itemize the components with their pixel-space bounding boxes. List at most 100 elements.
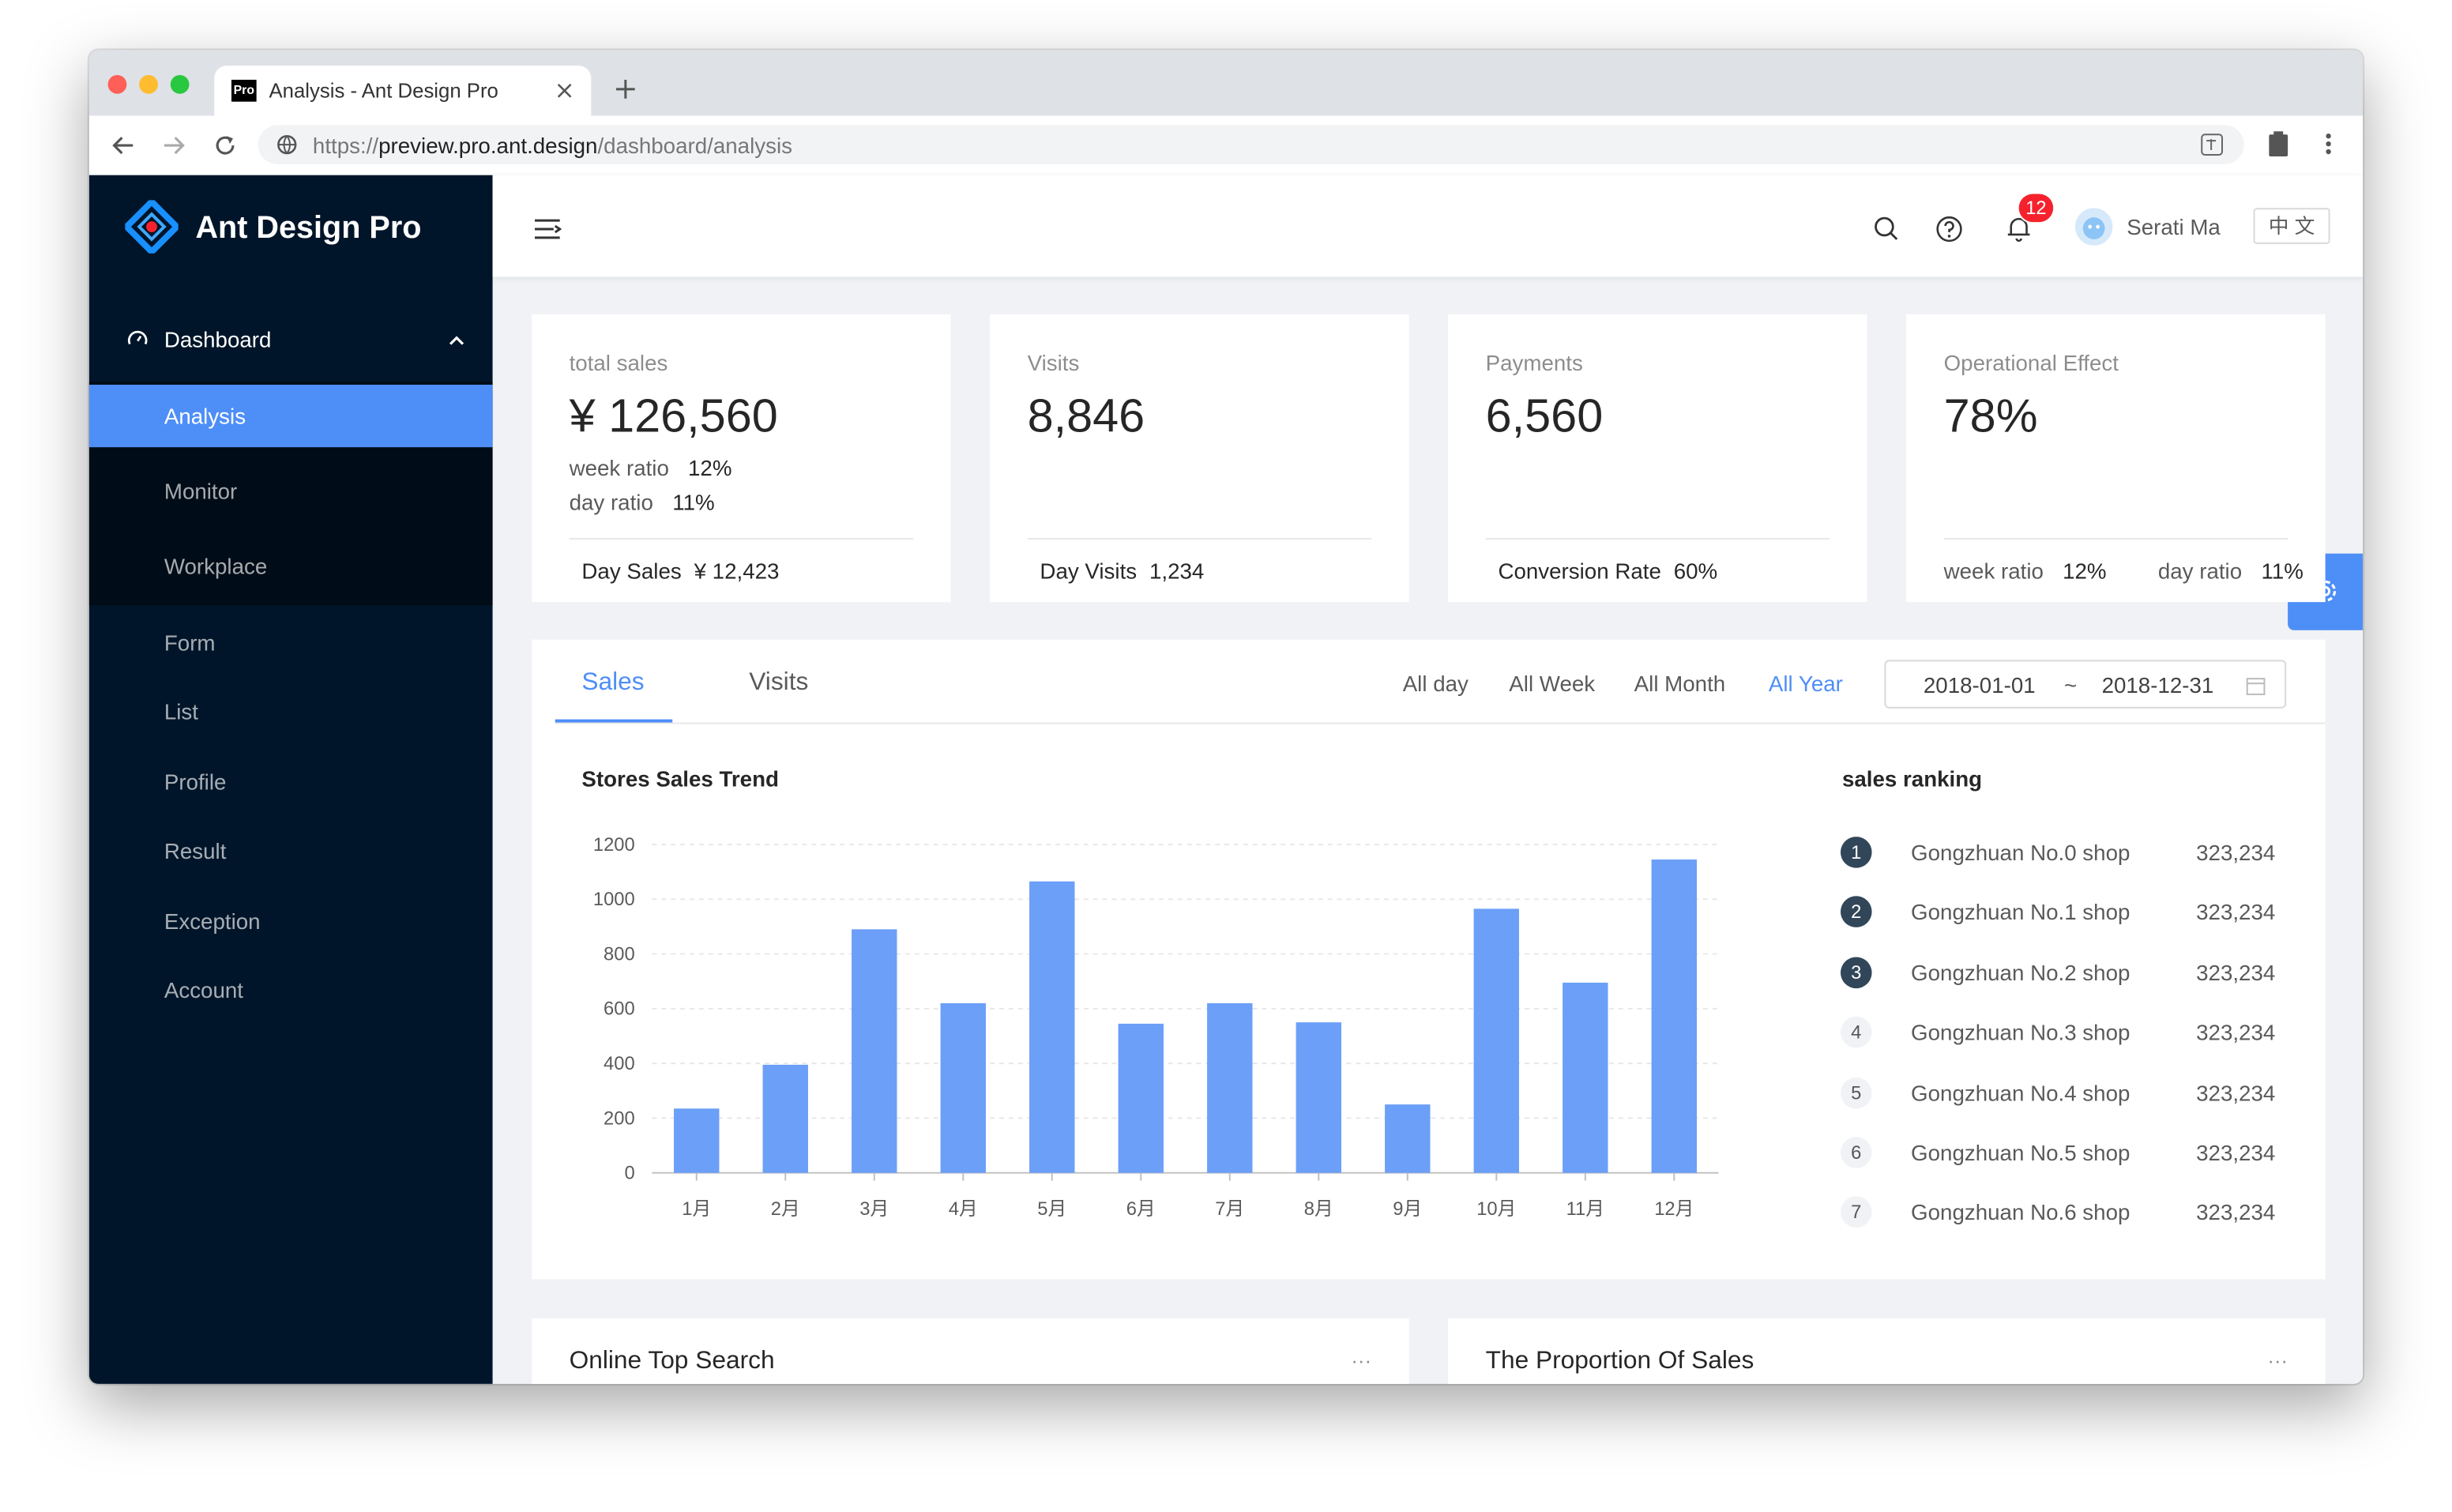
rank-number: 6	[1840, 1137, 1872, 1168]
menu-item[interactable]: Form	[164, 630, 216, 656]
minimize-button[interactable]	[139, 75, 158, 94]
rank-number: 1	[1840, 837, 1872, 868]
ratio-value: 12%	[688, 455, 732, 480]
ratio-value: 11%	[2261, 558, 2303, 584]
avatar[interactable]	[2074, 208, 2113, 246]
browser-menu[interactable]	[2324, 131, 2334, 156]
ratio-value: 11%	[672, 489, 715, 515]
date-picker[interactable]: 2018-01-01 ~ 2018-12-31	[1884, 660, 2287, 709]
shop-name: Gongzhuan No.6 shop	[1911, 1200, 2130, 1225]
bar	[1207, 1002, 1253, 1173]
language-switch[interactable]: 中 文	[2253, 208, 2330, 244]
card-title: The Proportion Of Sales	[1485, 1348, 1754, 1375]
shop-sales: 323,234	[2196, 840, 2276, 865]
bar	[1118, 1023, 1164, 1173]
search-icon[interactable]	[1874, 216, 1899, 241]
forward-button[interactable]	[161, 133, 186, 158]
y-tick-label: 800	[604, 943, 635, 965]
ratio-label: day ratio	[2157, 558, 2243, 584]
submenu-item[interactable]: Workplace	[164, 553, 268, 579]
browser-tab[interactable]: Pro Analysis - Ant Design Pro	[214, 66, 592, 116]
tab-close[interactable]	[557, 83, 573, 99]
reload-button[interactable]	[212, 133, 238, 158]
menu-item[interactable]: Profile	[164, 769, 227, 795]
x-tick-label: 5月	[1037, 1198, 1066, 1220]
address-bar[interactable]: https://preview.pro.ant.design/dashboard…	[258, 125, 2244, 164]
y-tick-label: 1200	[593, 834, 635, 856]
shop-sales: 323,234	[2196, 960, 2276, 985]
y-tick-label: 200	[604, 1108, 635, 1129]
y-tick-label: 400	[604, 1053, 635, 1074]
range-link-active[interactable]: All Year	[1768, 671, 1843, 696]
card-title: Visits	[1027, 350, 1080, 376]
menu-item[interactable]: Result	[164, 838, 227, 863]
ranking-title: sales ranking	[1841, 765, 1983, 792]
x-tick-label: 8月	[1304, 1198, 1333, 1220]
bell-icon[interactable]	[2006, 216, 2032, 243]
y-tick-label: 600	[604, 999, 635, 1020]
url-scheme: https://	[312, 133, 379, 158]
x-tick-label: 1月	[682, 1198, 711, 1220]
bar	[1473, 908, 1520, 1173]
help-icon[interactable]	[1936, 216, 1963, 243]
bar	[1563, 982, 1608, 1173]
submenu-item[interactable]: Analysis	[164, 403, 246, 429]
new-tab[interactable]	[615, 78, 637, 100]
shop-sales: 323,234	[2196, 1200, 2276, 1225]
menu-item[interactable]: Account	[164, 977, 244, 1002]
range-link[interactable]: All Week	[1509, 671, 1596, 696]
stat-card: Operational Effect 78% week ratio 12% day ra…	[1906, 314, 2326, 603]
shop-name: Gongzhuan No.2 shop	[1911, 960, 2130, 985]
url-path: /dashboard/analysis	[597, 133, 792, 158]
footer-label: Day Sales	[581, 558, 682, 584]
notification-badge: 12	[2018, 194, 2054, 223]
range-link[interactable]: All Month	[1634, 671, 1726, 696]
menu-item-selected[interactable]	[88, 384, 493, 448]
x-tick-label: 10月	[1476, 1198, 1516, 1220]
extension-icon[interactable]	[2267, 130, 2289, 158]
more-button[interactable]: ···	[1351, 1348, 1372, 1373]
bar	[674, 1108, 720, 1173]
close-button[interactable]	[107, 75, 127, 94]
url: https://preview.pro.ant.design/dashboard…	[313, 134, 792, 156]
calendar-icon	[2246, 678, 2266, 695]
tab-divider	[555, 722, 2326, 724]
translate-icon[interactable]	[2200, 133, 2224, 156]
menu-toggle[interactable]	[533, 217, 562, 241]
tab-sales[interactable]: Sales	[581, 669, 645, 696]
shop-sales: 323,234	[2196, 1080, 2276, 1105]
user-name[interactable]: Serati Ma	[2127, 214, 2221, 239]
back-button[interactable]	[111, 133, 137, 158]
rank-number: 7	[1840, 1197, 1872, 1228]
url-host: preview.pro.ant.design	[378, 133, 598, 158]
tab-visits[interactable]: Visits	[749, 669, 809, 696]
more-button[interactable]: ···	[2267, 1348, 2288, 1373]
x-tick-label: 6月	[1126, 1198, 1156, 1220]
card-title: Online Top Search	[569, 1348, 775, 1375]
range-link[interactable]: All day	[1402, 671, 1469, 696]
card-divider	[1027, 537, 1372, 540]
menu-group[interactable]: Dashboard	[164, 326, 272, 352]
x-tick-label: 7月	[1215, 1198, 1244, 1220]
card-footer: Day Visits 1,234	[1040, 560, 1204, 582]
submenu-item[interactable]: Monitor	[164, 478, 238, 504]
menu-item[interactable]: Exception	[164, 908, 261, 934]
card-value: 8,846	[1027, 390, 1145, 443]
rank-number: 4	[1840, 1017, 1872, 1048]
menu-item[interactable]: List	[164, 698, 199, 724]
site-info[interactable]	[276, 134, 297, 155]
shop-sales: 323,234	[2196, 1020, 2276, 1045]
card-title: Payments	[1485, 350, 1583, 376]
shop-name: Gongzhuan No.1 shop	[1911, 900, 2130, 925]
tab-ink	[555, 719, 673, 723]
proportion-card: The Proportion Of Sales ···	[1448, 1318, 2326, 1384]
browser-window: Pro Analysis - Ant Design Pro https://pr…	[88, 50, 2364, 1384]
bar	[1651, 859, 1698, 1173]
ratio-value: 12%	[2063, 558, 2107, 584]
date-end: 2018-12-31	[2101, 672, 2214, 698]
card-footer: Day Sales ¥ 12,423	[581, 560, 779, 582]
date-separator: ~	[2064, 672, 2078, 698]
maximize-button[interactable]	[170, 75, 190, 94]
